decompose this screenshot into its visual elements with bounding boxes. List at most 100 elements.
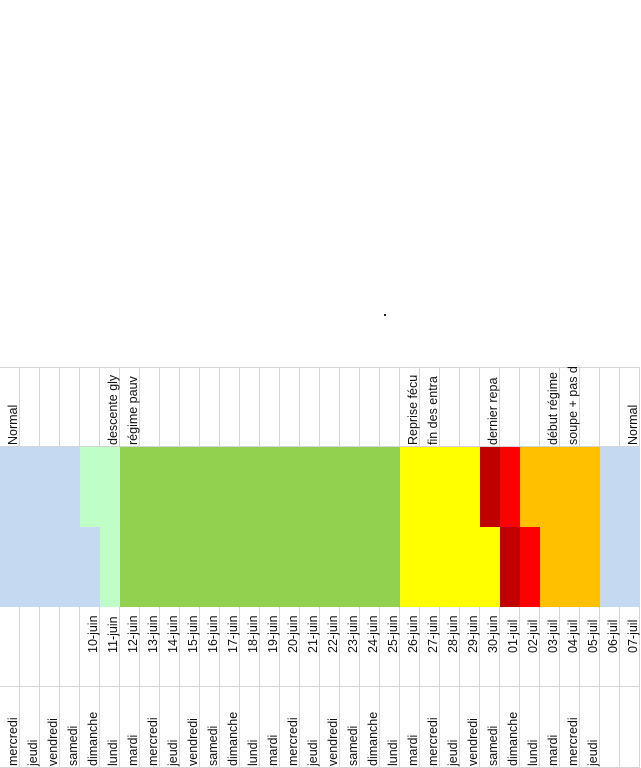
date-cell[interactable] bbox=[300, 607, 320, 687]
note-cell[interactable] bbox=[280, 367, 300, 447]
date-cell[interactable] bbox=[560, 607, 580, 687]
band-cell-top[interactable] bbox=[400, 447, 420, 527]
note-cell[interactable] bbox=[480, 367, 500, 447]
note-cell[interactable] bbox=[320, 367, 340, 447]
band-cell-top[interactable] bbox=[580, 447, 600, 527]
note-cell[interactable] bbox=[20, 367, 40, 447]
date-cell[interactable] bbox=[260, 607, 280, 687]
note-cell[interactable] bbox=[460, 367, 480, 447]
band-cell-bottom[interactable] bbox=[500, 527, 520, 607]
date-cell[interactable] bbox=[380, 607, 400, 687]
note-cell[interactable] bbox=[60, 367, 80, 447]
band-cell-bottom[interactable] bbox=[160, 527, 180, 607]
band-cell-top[interactable] bbox=[340, 447, 360, 527]
band-cell-bottom[interactable] bbox=[40, 527, 60, 607]
date-cell[interactable] bbox=[180, 607, 200, 687]
band-cell-bottom[interactable] bbox=[200, 527, 220, 607]
band-cell-top[interactable] bbox=[520, 447, 540, 527]
note-cell[interactable] bbox=[220, 367, 240, 447]
band-cell-bottom[interactable] bbox=[140, 527, 160, 607]
date-cell[interactable] bbox=[400, 607, 420, 687]
note-cell[interactable] bbox=[340, 367, 360, 447]
band-cell-bottom[interactable] bbox=[620, 527, 640, 607]
note-cell[interactable] bbox=[120, 367, 140, 447]
band-cell-bottom[interactable] bbox=[520, 527, 540, 607]
date-cell[interactable] bbox=[460, 607, 480, 687]
band-cell-bottom[interactable] bbox=[440, 527, 460, 607]
date-cell[interactable] bbox=[620, 607, 640, 687]
date-cell[interactable] bbox=[500, 607, 520, 687]
date-cell[interactable] bbox=[240, 607, 260, 687]
band-cell-top[interactable] bbox=[540, 447, 560, 527]
date-cell[interactable] bbox=[220, 607, 240, 687]
band-cell-bottom[interactable] bbox=[420, 527, 440, 607]
date-cell[interactable] bbox=[480, 607, 500, 687]
note-cell[interactable] bbox=[580, 367, 600, 447]
band-cell-bottom[interactable] bbox=[360, 527, 380, 607]
band-cell-bottom[interactable] bbox=[280, 527, 300, 607]
note-cell[interactable] bbox=[160, 367, 180, 447]
date-cell[interactable] bbox=[360, 607, 380, 687]
band-cell-top[interactable] bbox=[120, 447, 140, 527]
note-cell[interactable] bbox=[40, 367, 60, 447]
note-cell[interactable] bbox=[240, 367, 260, 447]
band-cell-bottom[interactable] bbox=[580, 527, 600, 607]
date-cell[interactable] bbox=[540, 607, 560, 687]
band-cell-bottom[interactable] bbox=[340, 527, 360, 607]
band-cell-bottom[interactable] bbox=[120, 527, 140, 607]
band-cell-bottom[interactable] bbox=[480, 527, 500, 607]
band-cell-bottom[interactable] bbox=[400, 527, 420, 607]
band-cell-bottom[interactable] bbox=[540, 527, 560, 607]
note-cell[interactable] bbox=[180, 367, 200, 447]
band-cell-bottom[interactable] bbox=[460, 527, 480, 607]
band-cell-bottom[interactable] bbox=[220, 527, 240, 607]
note-cell[interactable] bbox=[600, 367, 620, 447]
band-cell-top[interactable] bbox=[300, 447, 320, 527]
date-cell[interactable] bbox=[520, 607, 540, 687]
band-cell-bottom[interactable] bbox=[560, 527, 580, 607]
weekday-cell[interactable] bbox=[600, 687, 620, 768]
note-cell[interactable] bbox=[540, 367, 560, 447]
date-cell[interactable] bbox=[280, 607, 300, 687]
date-cell[interactable] bbox=[320, 607, 340, 687]
band-cell-top[interactable] bbox=[480, 447, 500, 527]
band-cell-bottom[interactable] bbox=[320, 527, 340, 607]
date-cell[interactable] bbox=[20, 607, 40, 687]
band-cell-bottom[interactable] bbox=[180, 527, 200, 607]
band-cell-top[interactable] bbox=[60, 447, 80, 527]
date-cell[interactable] bbox=[600, 607, 620, 687]
band-cell-bottom[interactable] bbox=[100, 527, 120, 607]
date-cell[interactable] bbox=[420, 607, 440, 687]
note-cell[interactable] bbox=[380, 367, 400, 447]
date-cell[interactable] bbox=[120, 607, 140, 687]
date-cell[interactable] bbox=[100, 607, 120, 687]
note-cell[interactable] bbox=[200, 367, 220, 447]
band-cell-top[interactable] bbox=[440, 447, 460, 527]
band-cell-top[interactable] bbox=[560, 447, 580, 527]
band-cell-top[interactable] bbox=[280, 447, 300, 527]
band-cell-top[interactable] bbox=[500, 447, 520, 527]
band-cell-top[interactable] bbox=[240, 447, 260, 527]
band-cell-top[interactable] bbox=[320, 447, 340, 527]
date-cell[interactable] bbox=[0, 607, 20, 687]
date-cell[interactable] bbox=[60, 607, 80, 687]
band-cell-top[interactable] bbox=[100, 447, 120, 527]
band-cell-bottom[interactable] bbox=[380, 527, 400, 607]
band-cell-top[interactable] bbox=[40, 447, 60, 527]
band-cell-top[interactable] bbox=[360, 447, 380, 527]
note-cell[interactable] bbox=[400, 367, 420, 447]
band-cell-top[interactable] bbox=[420, 447, 440, 527]
band-cell-top[interactable] bbox=[20, 447, 40, 527]
note-cell[interactable] bbox=[260, 367, 280, 447]
band-cell-bottom[interactable] bbox=[60, 527, 80, 607]
band-cell-top[interactable] bbox=[600, 447, 620, 527]
note-cell[interactable] bbox=[560, 367, 580, 447]
band-cell-bottom[interactable] bbox=[0, 527, 20, 607]
note-cell[interactable] bbox=[80, 367, 100, 447]
note-cell[interactable] bbox=[500, 367, 520, 447]
date-cell[interactable] bbox=[580, 607, 600, 687]
note-cell[interactable] bbox=[300, 367, 320, 447]
band-cell-top[interactable] bbox=[620, 447, 640, 527]
date-cell[interactable] bbox=[200, 607, 220, 687]
band-cell-bottom[interactable] bbox=[240, 527, 260, 607]
